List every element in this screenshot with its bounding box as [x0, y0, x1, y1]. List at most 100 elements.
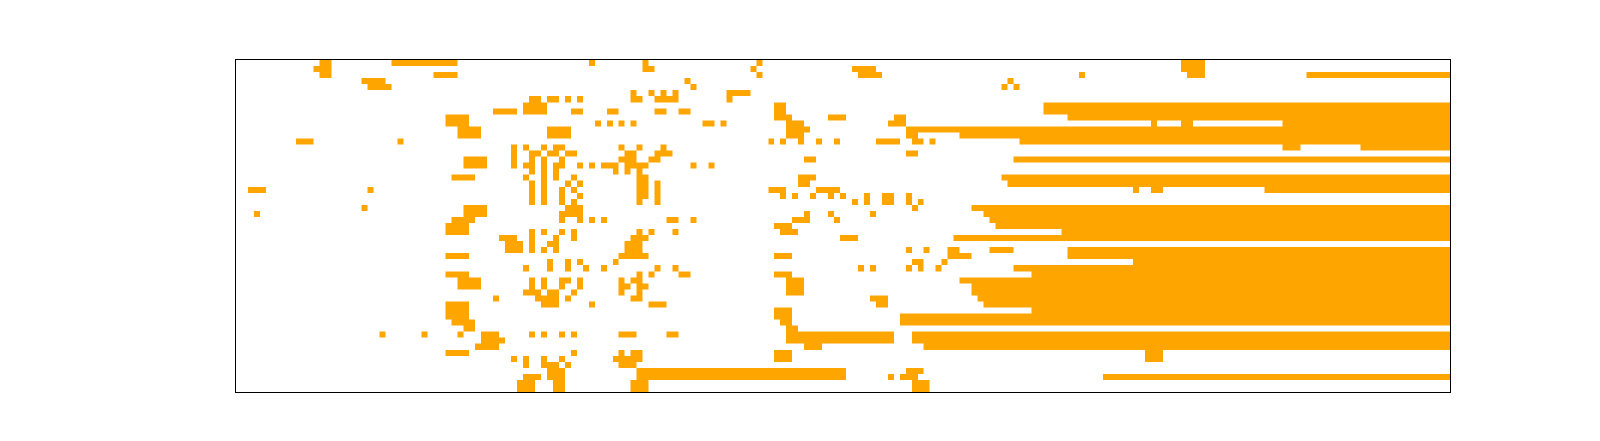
heatmap-cell [792, 216, 811, 223]
heatmap-cell [582, 265, 589, 272]
heatmap-cell [558, 229, 565, 236]
heatmap-cell [511, 144, 518, 151]
heatmap-cell [247, 186, 266, 193]
heatmap-cell [786, 283, 805, 290]
heatmap-cell [1013, 265, 1450, 272]
heatmap-cell [1019, 138, 1450, 145]
heatmap-cell [630, 385, 649, 392]
heatmap-cell [576, 162, 583, 169]
heatmap-cell [893, 114, 906, 121]
heatmap-cell [541, 198, 547, 205]
heatmap-cell [546, 259, 553, 266]
heatmap-cell [1133, 307, 1450, 314]
heatmap-cell [1133, 186, 1140, 193]
heatmap-cell [463, 325, 476, 332]
heatmap-cell [541, 174, 547, 181]
heatmap-cell [546, 96, 559, 103]
heatmap-cell [570, 210, 583, 217]
heatmap-cell [463, 210, 488, 217]
heatmap-cell [541, 247, 547, 254]
heatmap-cell [1001, 174, 1450, 181]
heatmap-cell [624, 247, 637, 254]
heatmap-cell [541, 361, 553, 368]
heatmap-cell [253, 210, 260, 217]
heatmap-cell [654, 192, 661, 199]
heatmap-cell [905, 265, 912, 272]
heatmap-cell [648, 156, 661, 163]
heatmap-cell [917, 265, 924, 272]
heatmap-cell [666, 331, 679, 338]
heatmap-cell [624, 168, 631, 175]
heatmap-cell [642, 60, 649, 67]
heatmap-cell [857, 72, 882, 79]
heatmap-cell [840, 235, 858, 242]
heatmap-cell [558, 198, 565, 205]
heatmap-cell [869, 295, 888, 302]
heatmap-cell [636, 168, 643, 175]
heatmap-cell [929, 138, 936, 145]
heatmap-cell [463, 156, 488, 163]
heatmap-cell [511, 156, 518, 163]
heatmap-cell [618, 331, 637, 338]
heatmap-cell [672, 229, 679, 236]
heatmap-cell [564, 265, 571, 272]
heatmap-cell [881, 198, 894, 205]
heatmap-cell [684, 78, 691, 85]
heatmap-cell [397, 138, 404, 145]
heatmap-cell [606, 108, 619, 115]
heatmap-cell [989, 216, 1450, 223]
heatmap-cell [529, 186, 536, 193]
heatmap-cell [774, 313, 793, 320]
heatmap-cell [546, 132, 571, 139]
heatmap-cell [905, 132, 918, 139]
heatmap-cell [828, 210, 835, 217]
heatmap-cell [1145, 349, 1163, 356]
heatmap-cell [654, 198, 661, 205]
heatmap-cell [642, 66, 655, 73]
heatmap-cell [989, 247, 1014, 254]
heatmap-cell [977, 295, 1450, 302]
heatmap-cell [523, 162, 536, 169]
heatmap-cell [875, 301, 888, 308]
heatmap-cell [995, 222, 1450, 230]
heatmap-cell [541, 355, 547, 362]
heatmap-cell [570, 229, 577, 236]
heatmap-cell [558, 283, 565, 290]
heatmap-cell [857, 265, 864, 272]
heatmap-cell [570, 235, 577, 242]
heatmap-cell [624, 241, 637, 248]
heatmap-cell [1306, 72, 1450, 79]
heatmap-cell [457, 277, 482, 284]
heatmap-cell [786, 277, 805, 284]
heatmap-cell [475, 343, 488, 350]
heatmap-cell [541, 277, 547, 284]
heatmap-cell [911, 138, 924, 145]
heatmap-cell [911, 331, 1450, 338]
heatmap-cell [1013, 156, 1450, 163]
heatmap-cell [690, 162, 697, 169]
heatmap-cell [463, 319, 476, 326]
heatmap-cell [552, 144, 565, 151]
heatmap-cell [529, 150, 541, 157]
heatmap-cell [523, 289, 530, 296]
heatmap-cell [786, 325, 799, 332]
heatmap-cell [558, 355, 565, 362]
heatmap-cell [529, 241, 536, 248]
heatmap-cell [911, 373, 918, 380]
heatmap-cell [648, 271, 655, 278]
heatmap-cell [1180, 60, 1205, 67]
heatmap-cell [618, 289, 625, 296]
heatmap-cell [618, 253, 649, 260]
heatmap-cell [445, 120, 470, 127]
heatmap-cell [798, 174, 817, 181]
heatmap-cell [702, 120, 715, 127]
heatmap-cell [618, 144, 625, 151]
heatmap-cell [1061, 229, 1450, 236]
heatmap-cell [529, 168, 536, 175]
heatmap-cell [654, 186, 661, 193]
heatmap-cell [546, 126, 571, 133]
heatmap-cell [600, 265, 607, 272]
heatmap-cell [690, 84, 697, 91]
heatmap-cell [361, 204, 368, 211]
heatmap-cell [654, 150, 661, 157]
